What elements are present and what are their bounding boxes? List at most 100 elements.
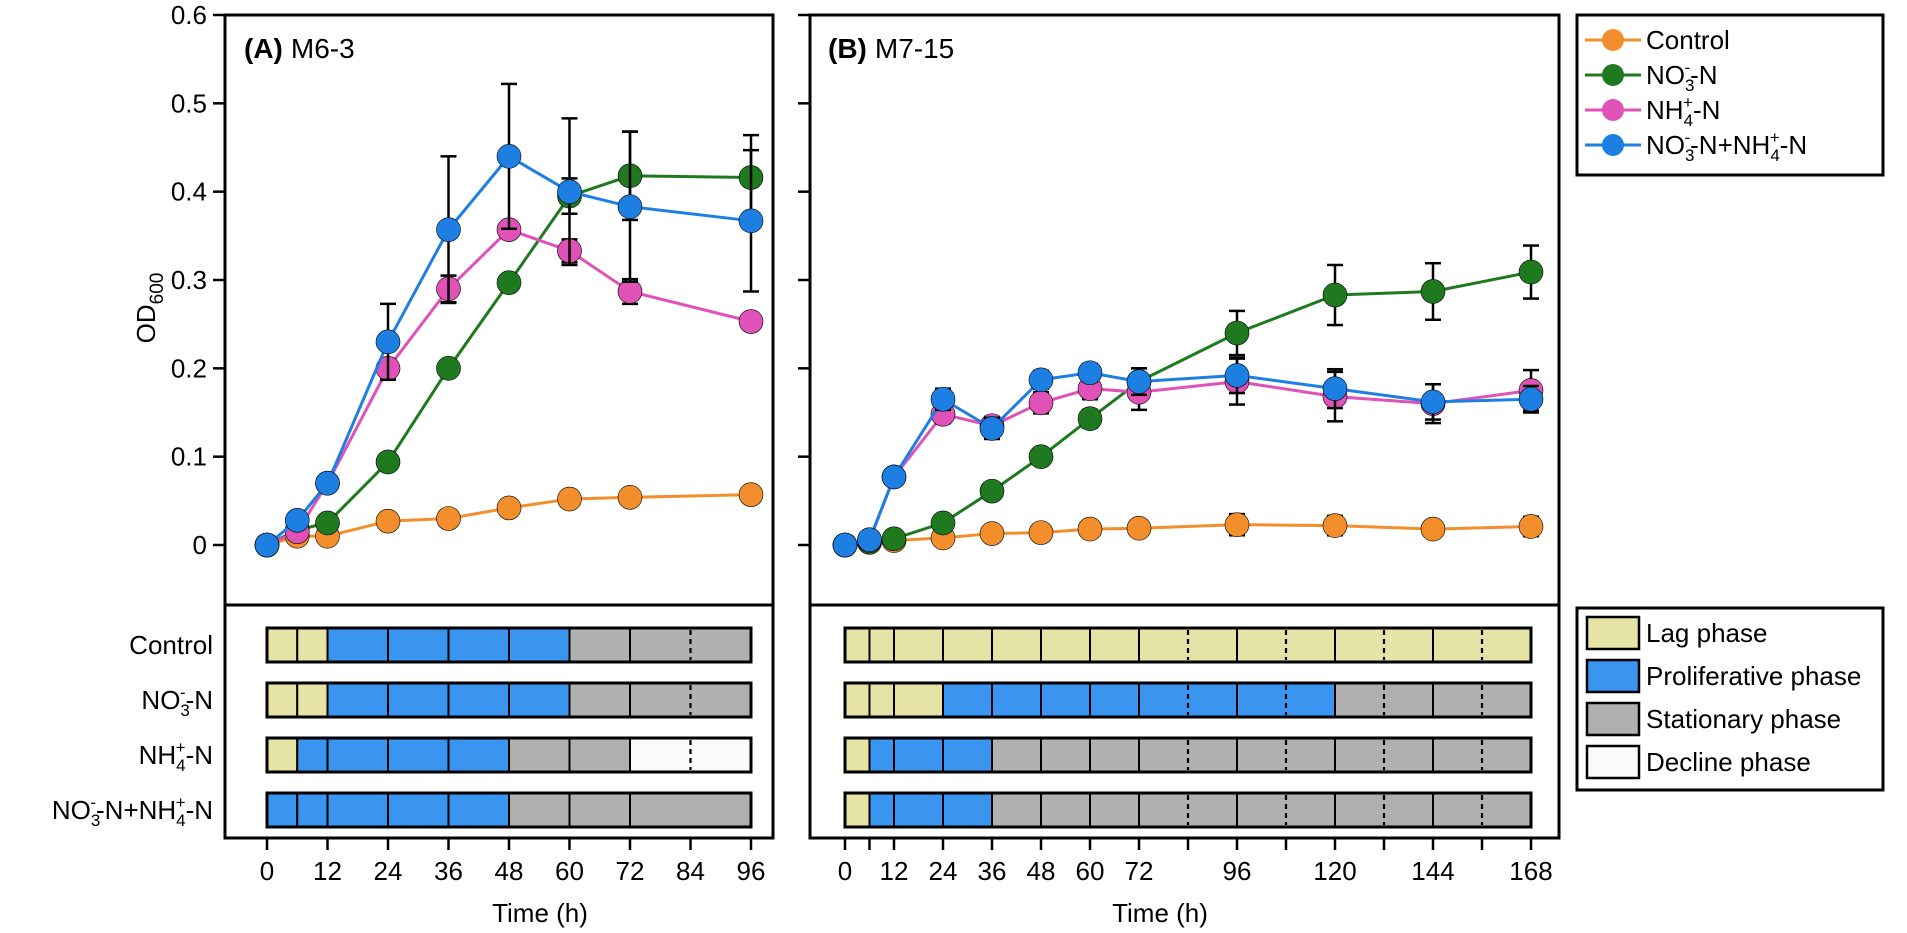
phase-row-label-part: -N (186, 685, 213, 715)
phase-segment-lag (1040, 627, 1091, 663)
data-point-control (617, 484, 643, 510)
phase-legend-swatch-decline (1585, 744, 1641, 780)
phase-segment-lag (844, 682, 871, 718)
panel-a-phase-frame (223, 603, 775, 840)
phase-segment-stationary (991, 737, 1042, 773)
phase-segment-stationary (568, 627, 631, 663)
phase-row-label-part: + (176, 738, 186, 757)
legend-label-part: + (1770, 128, 1780, 147)
panel-a-y-axis: 0 0.1 0.2 0.3 0.4 0.5 0.6 (171, 0, 225, 560)
phase-segment-proliferative (893, 737, 944, 773)
x-tick-label: 72 (616, 856, 645, 886)
data-point-nitrate (1322, 282, 1348, 308)
y-axis-title: OD600 (131, 273, 168, 344)
phase-segment-lag (991, 627, 1042, 663)
phase-segment-proliferative (868, 792, 895, 828)
legend-label-part: 4 (1770, 146, 1779, 165)
phase-segment-proliferative (447, 792, 510, 828)
legend-label-part: 3 (1685, 146, 1694, 165)
phase-segment-proliferative (387, 792, 450, 828)
y-axis-title-main: OD (131, 304, 161, 343)
panel-b-title: (B) M7-15 (828, 33, 954, 64)
phase-row-label: Control (129, 630, 213, 660)
legend-label: NH4+-N (1646, 93, 1720, 130)
data-point-control (1077, 516, 1103, 542)
legend-label: Control (1646, 25, 1730, 55)
panel-a-label: (A) (244, 33, 283, 64)
y-tick-label: 0.4 (171, 177, 207, 207)
legend-label-part: - (1684, 58, 1690, 77)
data-point-both (1420, 389, 1446, 415)
phase-segment-proliferative (942, 737, 993, 773)
data-point-both (254, 532, 280, 558)
panel-a-phases (265, 626, 753, 829)
phase-legend: Lag phase Proliferative phase Stationary p… (1575, 606, 1885, 792)
phase-segment-lag (844, 737, 871, 773)
data-point-nitrate (1420, 279, 1446, 304)
phase-row-label-part: 3 (91, 811, 100, 830)
data-point-both (375, 329, 401, 355)
data-point-ammonium (738, 309, 764, 334)
phase-legend-label: Proliferative phase (1646, 661, 1861, 691)
data-point-control (738, 482, 764, 507)
phase-segment-stationary (629, 792, 752, 828)
phase-segment-lag (844, 627, 871, 663)
phase-segment-stationary (568, 737, 631, 773)
legend-label-part: -N (1693, 95, 1720, 125)
data-point-control (1028, 520, 1054, 545)
phase-row-outline (843, 681, 1533, 719)
phase-segment-stationary (1040, 737, 1091, 773)
x-tick-label: 60 (555, 856, 584, 886)
phase-row-outline (843, 626, 1533, 664)
phase-segment-lag (868, 682, 895, 718)
phase-segment-lag (868, 627, 895, 663)
x-tick-label: 12 (313, 856, 342, 886)
data-point-both (284, 507, 310, 533)
legend-swatch-marker-control (1602, 29, 1624, 51)
legend-label-part: 3 (1685, 76, 1694, 95)
phase-row-label-part: 3 (180, 701, 189, 720)
phase-row-outline (265, 736, 753, 774)
phase-row-label-part: 4 (176, 756, 185, 775)
data-point-control (1126, 515, 1152, 541)
data-point-both (857, 527, 882, 553)
phase-segment-stationary (568, 792, 631, 828)
panel-b-y-axis (798, 13, 810, 547)
x-tick-label: 96 (1223, 856, 1252, 886)
series-legend-frame (1575, 13, 1885, 177)
phase-segment-proliferative (1089, 682, 1140, 718)
legend-label-part: NO (1646, 60, 1685, 90)
data-point-control (979, 521, 1005, 546)
phase-row-outline (265, 626, 753, 664)
phase-row-label-part: - (90, 793, 96, 812)
phase-row-label: NO3--N+NH4+-N (52, 793, 213, 830)
phase-segment-proliferative (991, 682, 1042, 718)
phase-row-label-part: NH (139, 740, 177, 770)
phase-row-label-part: 4 (176, 811, 185, 830)
phase-segment-proliferative (868, 737, 895, 773)
legend-label: NO3--N (1646, 58, 1718, 95)
panel-b-phase-frame (808, 603, 1561, 840)
panel-b-line-frame (808, 13, 1561, 607)
panel-b-phases (843, 626, 1533, 829)
y-axis-title-sub: 600 (147, 273, 168, 305)
data-point-ammonium (617, 279, 643, 304)
data-point-both (1224, 363, 1250, 388)
phase-segment-stationary (1089, 792, 1140, 828)
phase-legend-swatch-stationary (1585, 701, 1641, 737)
phase-segment-lag (296, 682, 329, 718)
panel-a-title: (A) M6-3 (244, 33, 355, 64)
x-tick-label: 84 (676, 856, 705, 886)
data-point-control (1224, 512, 1250, 537)
panel-a-series (254, 82, 764, 558)
phase-segment-lag (942, 627, 993, 663)
phase-segment-proliferative (326, 627, 389, 663)
phase-segment-proliferative (387, 682, 450, 718)
phase-legend-frame (1575, 606, 1885, 792)
phase-segment-lag (1089, 627, 1140, 663)
data-point-nitrate (1028, 444, 1054, 469)
x-tick-label: 24 (929, 856, 958, 886)
data-point-nitrate (496, 270, 522, 295)
phase-legend-swatch-lag (1585, 615, 1641, 651)
